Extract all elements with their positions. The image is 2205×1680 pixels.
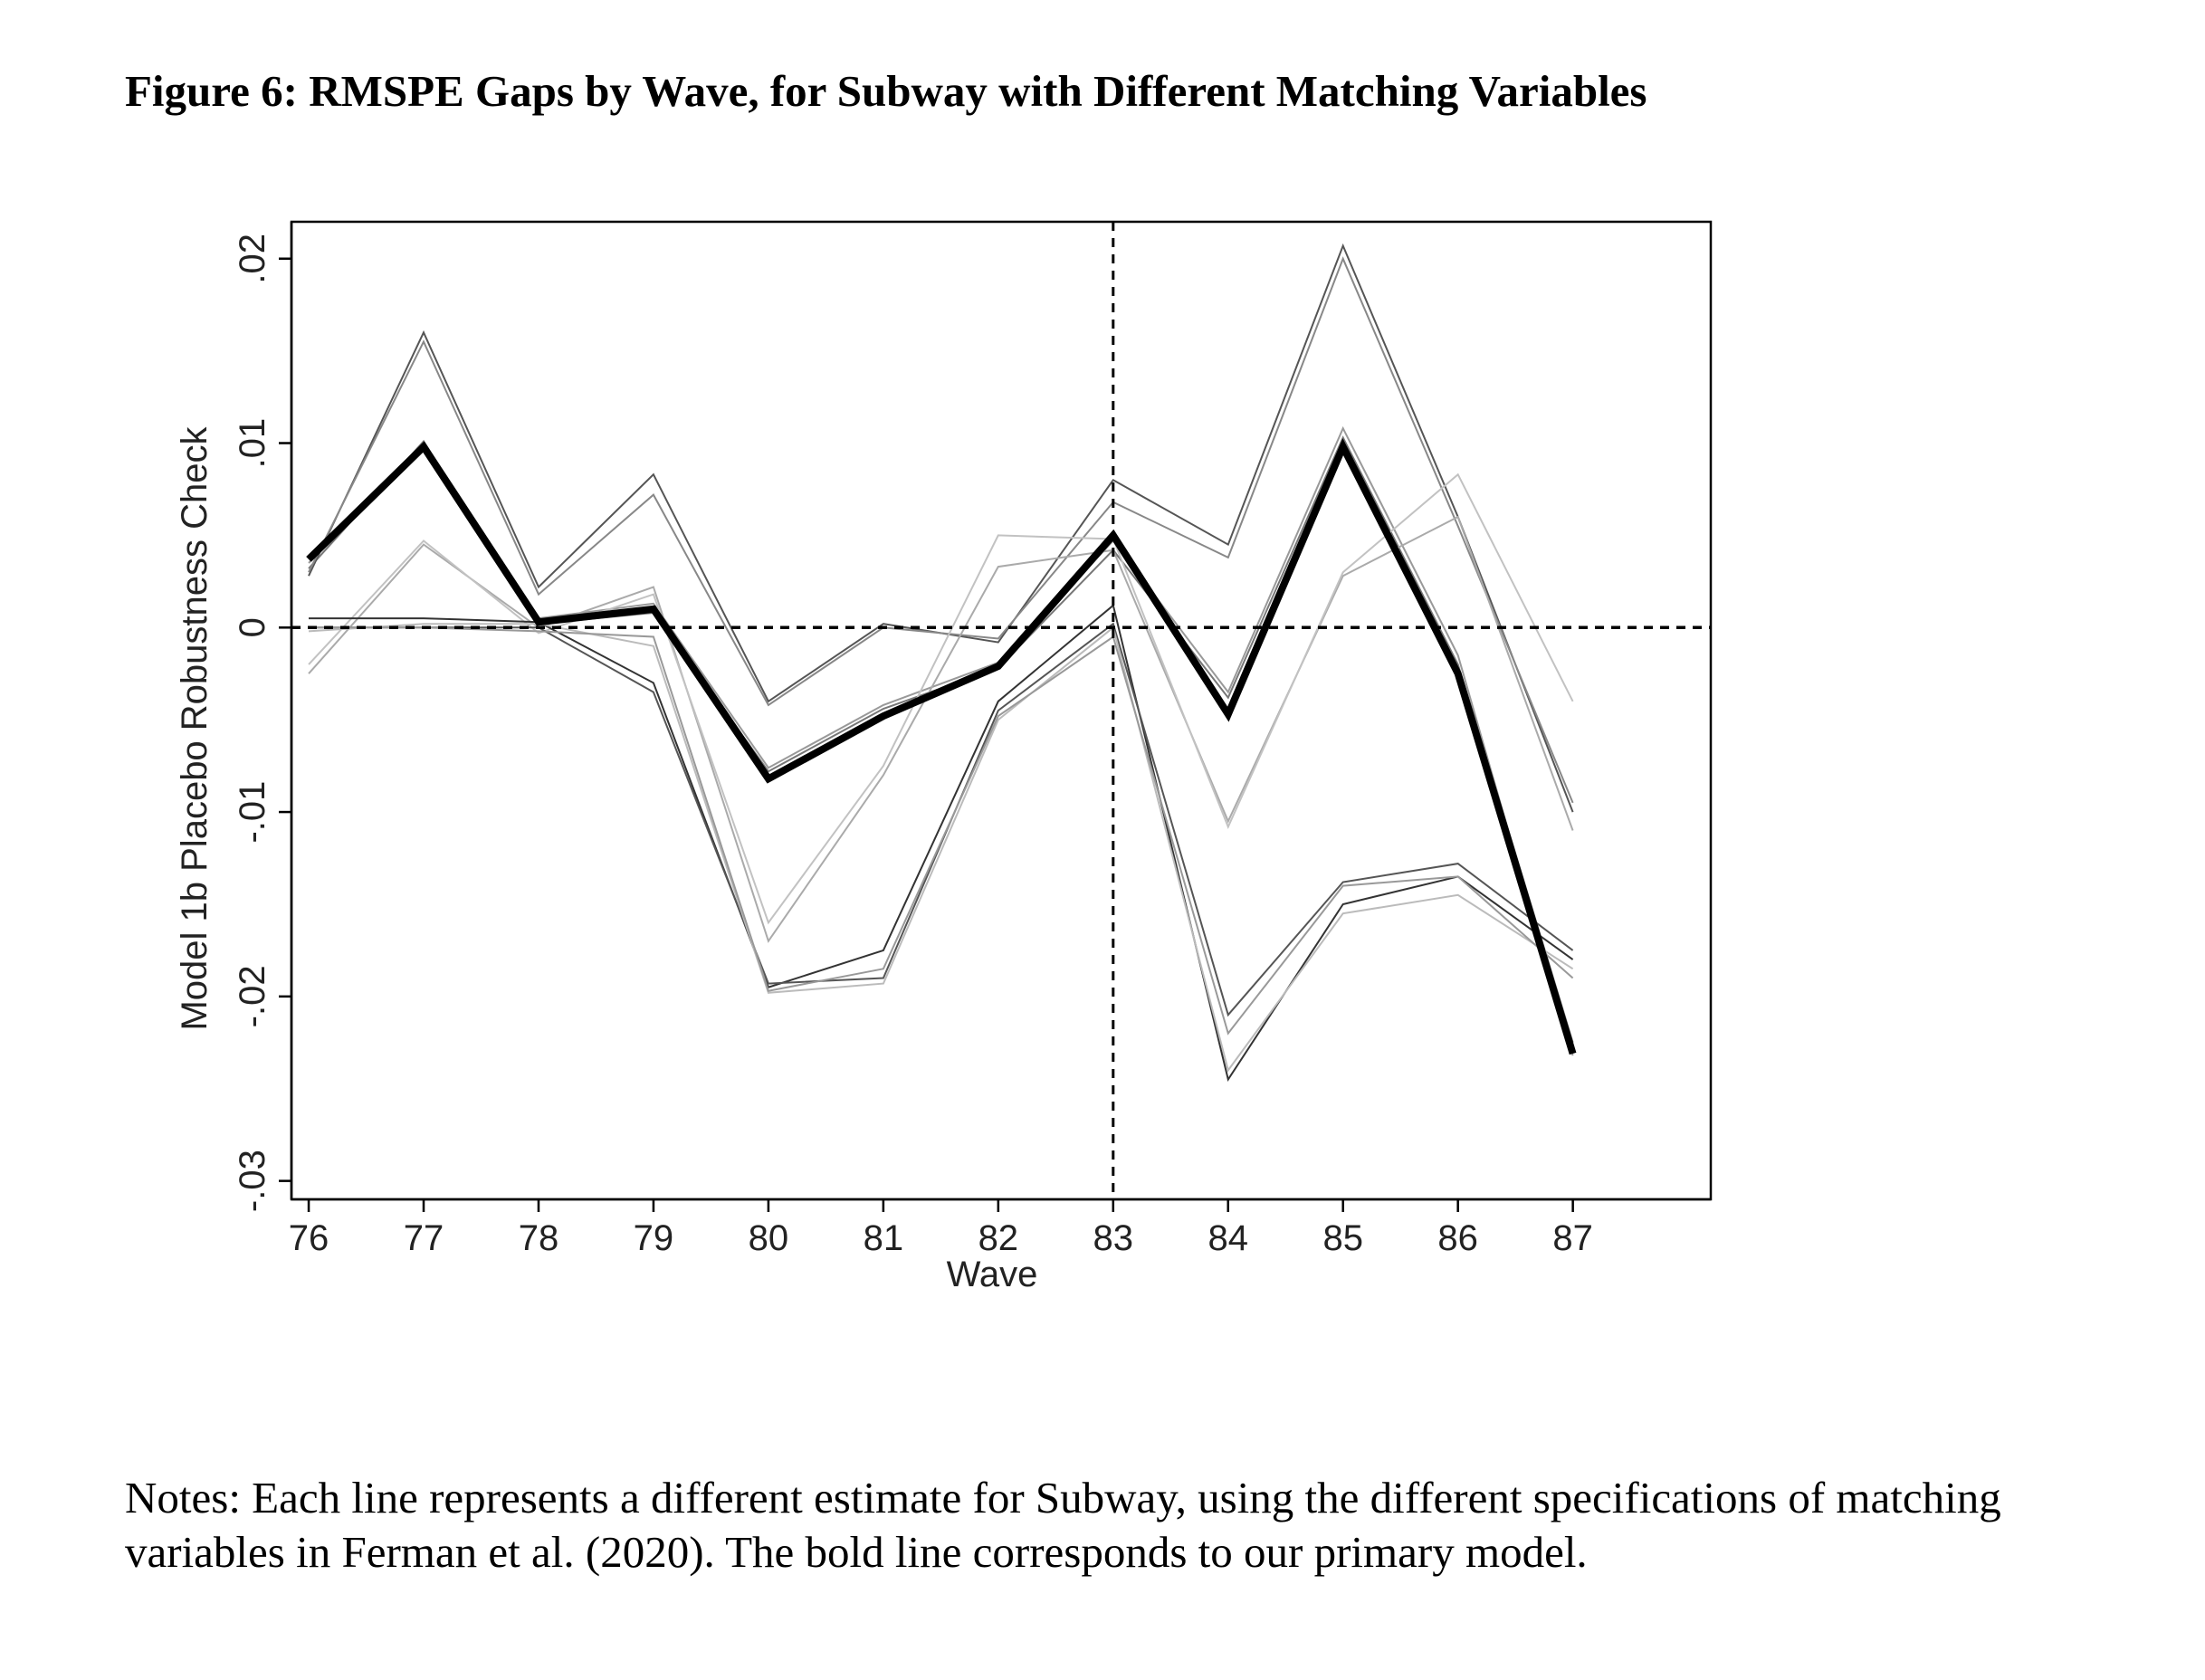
series-line-6	[308, 472, 1574, 925]
y-tick-label: -.02	[233, 965, 272, 1027]
primary-model-line	[306, 438, 1577, 1055]
series-line-5	[308, 515, 1574, 943]
x-tick-label: 85	[1322, 1218, 1363, 1258]
y-tick-label: .02	[233, 234, 272, 284]
x-tick-label: 86	[1437, 1218, 1478, 1258]
reference-lines	[291, 222, 1711, 1199]
series-layer	[306, 243, 1577, 1082]
x-tick-label: 79	[634, 1218, 674, 1258]
series-line-4	[308, 256, 1574, 804]
y-tick-label: .01	[233, 418, 272, 469]
y-tick-label: -.01	[233, 781, 272, 844]
x-tick-label: 76	[289, 1218, 329, 1258]
y-axis-title: Model 1b Placebo Robustness Check	[175, 425, 215, 1030]
series-line-7	[309, 604, 1574, 1082]
figure-title: Figure 6: RMSPE Gaps by Wave, for Subway…	[125, 66, 1647, 116]
series-line-9	[308, 623, 1574, 1073]
figure-notes: Notes: Each line represents a different …	[125, 1473, 2001, 1577]
x-tick-label: 80	[749, 1218, 789, 1258]
y-tick-label: 0	[233, 617, 272, 637]
x-tick-label: 87	[1552, 1218, 1593, 1258]
y-axis: -.03 -.02 -.01 0 .01 .02	[233, 222, 293, 1212]
x-tick-label: 77	[404, 1218, 444, 1258]
series-line-10	[309, 626, 1574, 1036]
line-chart: -.03 -.02 -.01 0 .01 .02 76 77 78 79 80 81 82 83 84 85…	[175, 220, 1713, 1294]
x-tick-label: 78	[519, 1218, 559, 1258]
x-tick-label: 82	[978, 1218, 1019, 1258]
series-line-8	[309, 622, 1574, 1017]
y-tick-label: -.03	[233, 1150, 272, 1212]
x-tick-label: 81	[864, 1218, 904, 1258]
plot-frame	[290, 220, 1713, 1201]
x-axis: 76 77 78 79 80 81 82 83 84 85 86 87	[289, 1198, 1711, 1258]
x-tick-label: 84	[1208, 1218, 1249, 1258]
x-axis-title: Wave	[947, 1255, 1038, 1294]
x-tick-label: 83	[1093, 1218, 1134, 1258]
